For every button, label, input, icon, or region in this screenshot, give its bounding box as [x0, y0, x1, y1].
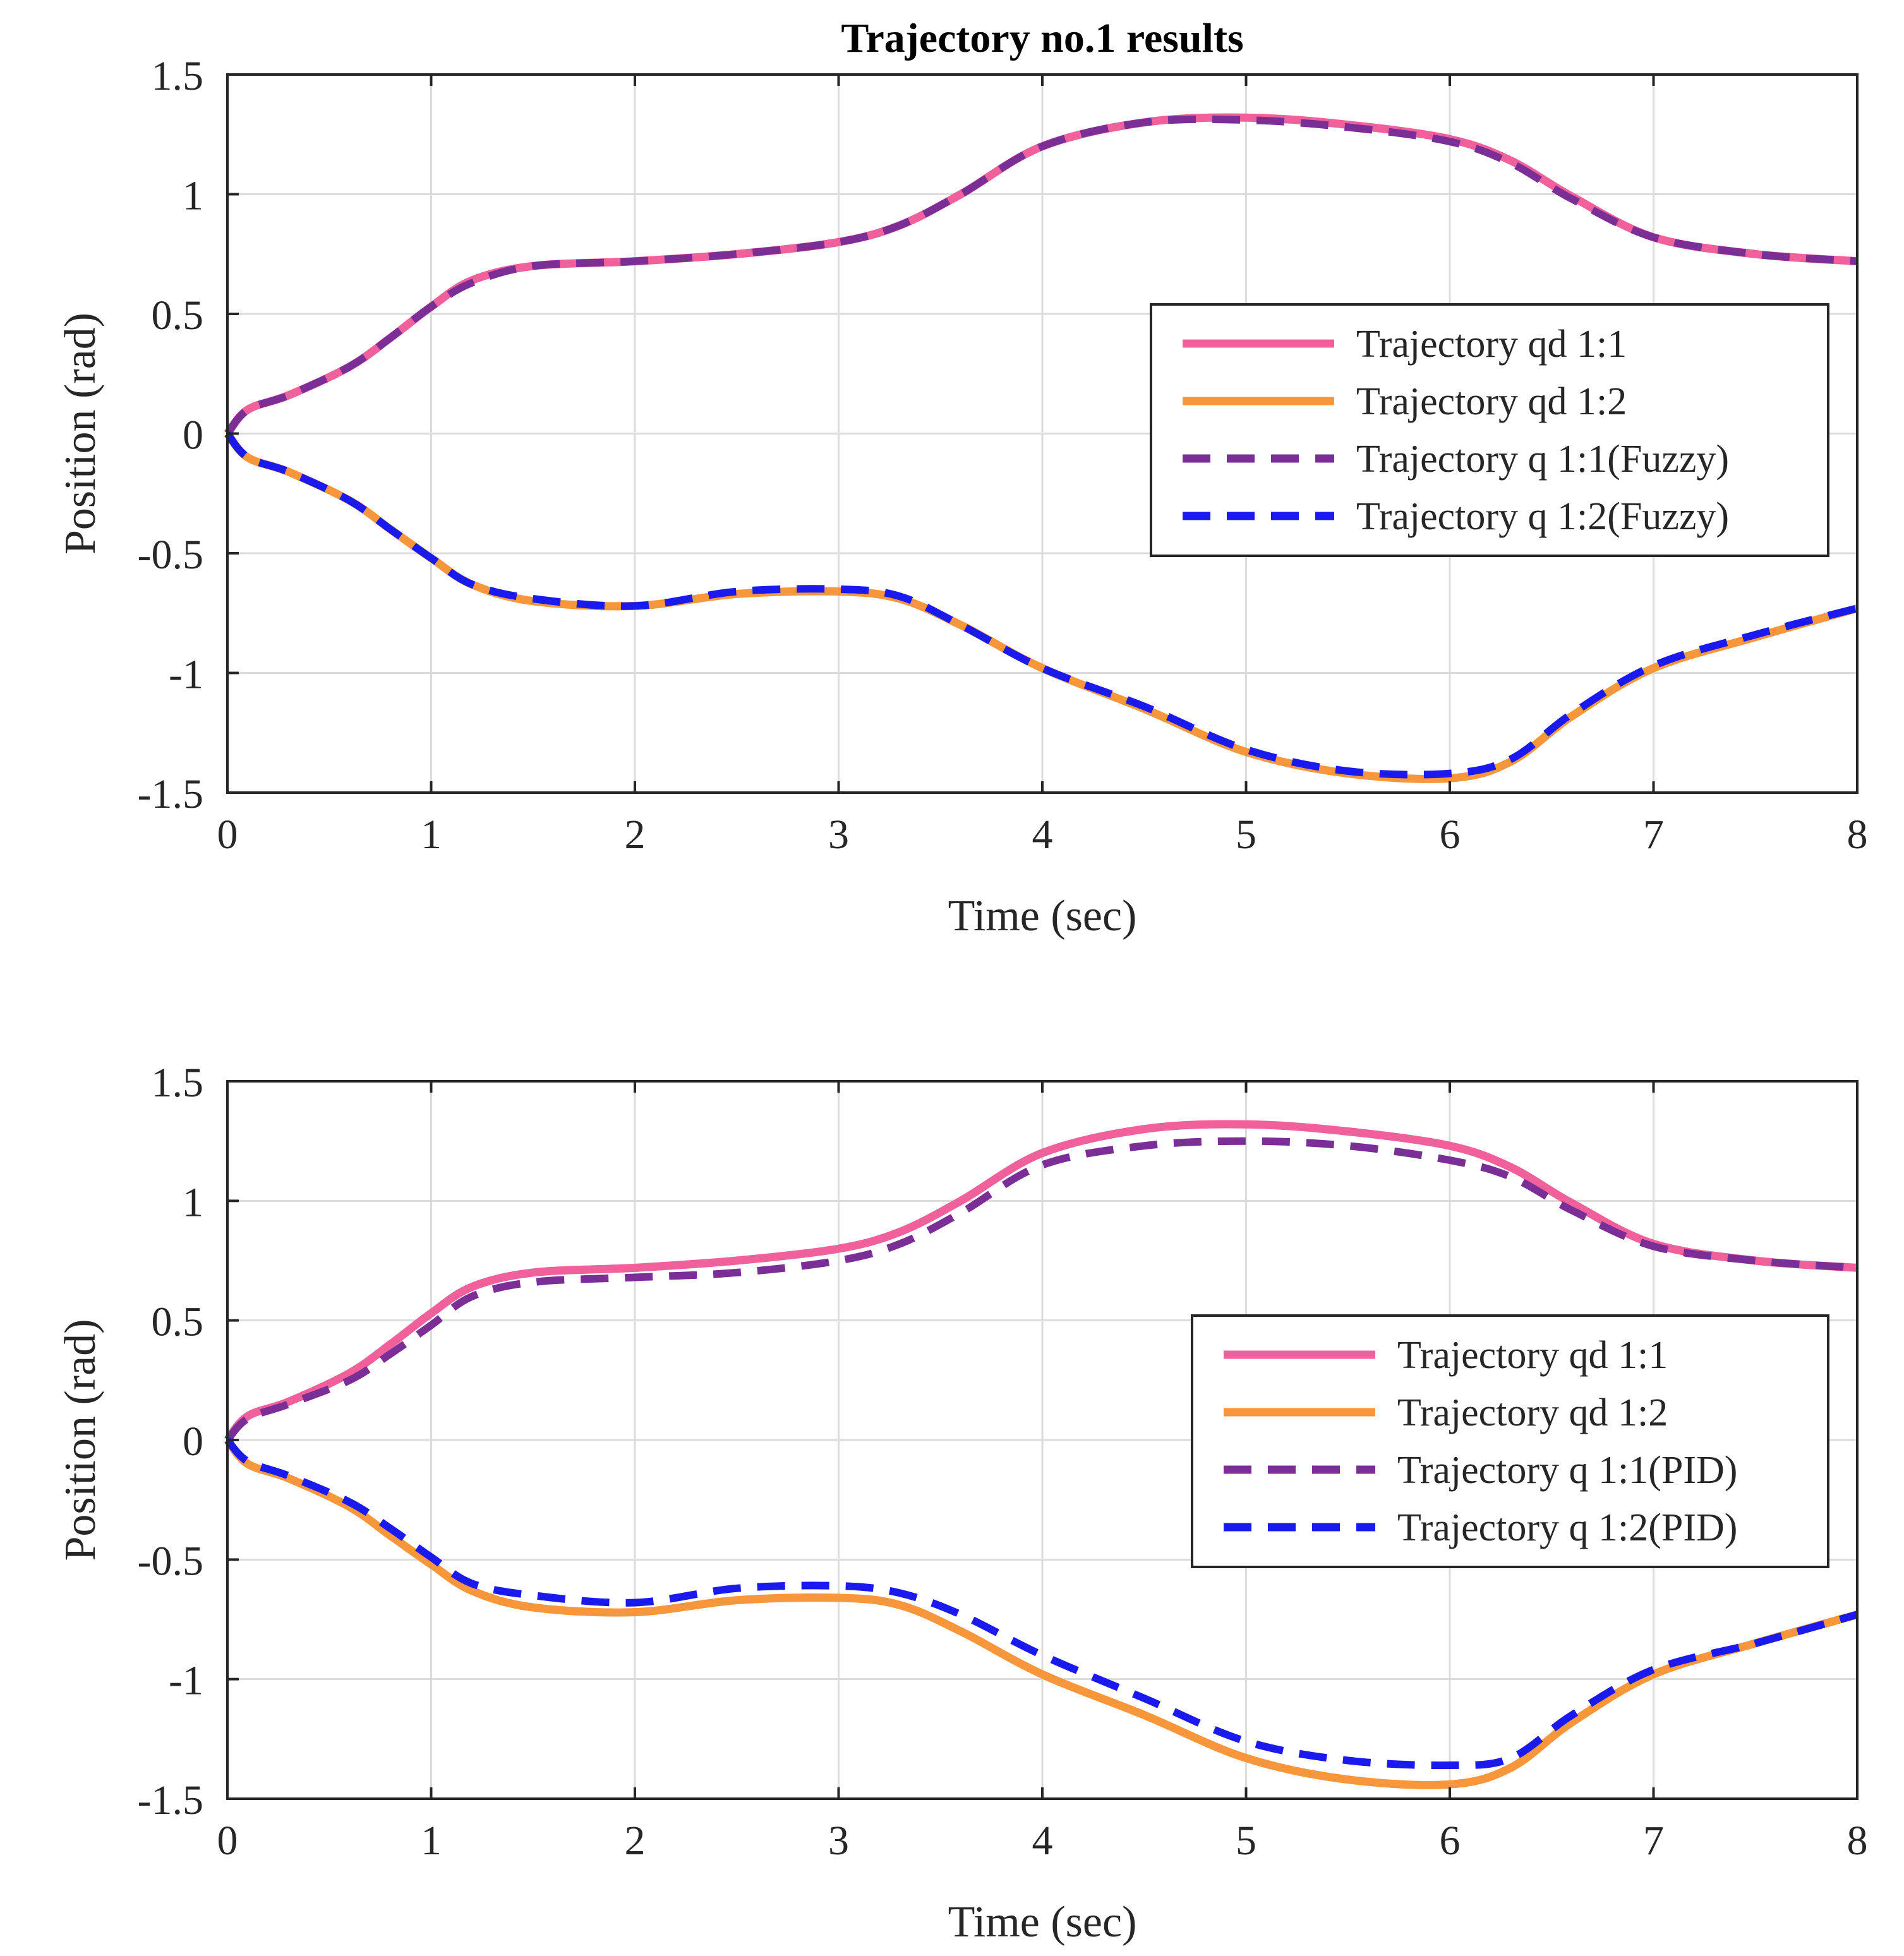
- legend-label-3: Trajectory q 1:1(Fuzzy): [1356, 438, 1729, 481]
- x-tick-label: 8: [1847, 812, 1868, 858]
- legend-label-3: Trajectory q 1:1(PID): [1397, 1449, 1737, 1492]
- x-tick-label: 8: [1847, 1818, 1868, 1864]
- legend-label-4: Trajectory q 1:2(PID): [1397, 1506, 1737, 1549]
- y-axis-label: Position (rad): [56, 1319, 105, 1561]
- x-tick-label: 0: [217, 812, 238, 858]
- series-line-3: [224, 115, 1858, 436]
- y-tick-label: 0: [183, 1419, 203, 1465]
- x-tick-label: 6: [1440, 812, 1461, 858]
- x-axis-label: Time (sec): [948, 1898, 1137, 1947]
- y-tick-label: -1.5: [138, 771, 203, 817]
- legend-label-2: Trajectory qd 1:2: [1397, 1391, 1668, 1434]
- x-tick-label: 1: [421, 1818, 442, 1864]
- legend-label-1: Trajectory qd 1:1: [1397, 1334, 1668, 1377]
- legend-label-2: Trajectory qd 1:2: [1356, 380, 1627, 423]
- y-tick-label: -1: [169, 652, 203, 698]
- x-axis-label: Time (sec): [948, 892, 1137, 940]
- x-tick-label: 6: [1440, 1818, 1461, 1864]
- x-tick-label: 5: [1236, 812, 1256, 858]
- x-tick-label: 4: [1032, 1818, 1053, 1864]
- x-tick-label: 2: [625, 1818, 646, 1864]
- x-tick-label: 0: [217, 1818, 238, 1864]
- x-tick-label: 1: [421, 812, 442, 858]
- x-tick-label: 4: [1032, 812, 1053, 858]
- series-line-4: [224, 431, 1859, 779]
- x-tick-label: 2: [625, 812, 646, 858]
- y-tick-label: -0.5: [138, 1538, 203, 1584]
- figure-title: Trajectory no.1 results: [841, 15, 1243, 61]
- legend: Trajectory qd 1:1 Trajectory qd 1:2 Trajec…: [1191, 1314, 1829, 1568]
- y-axis-label: Position (rad): [56, 313, 105, 555]
- x-tick-label: 5: [1236, 1818, 1256, 1864]
- y-tick-label: -1.5: [138, 1777, 203, 1823]
- y-tick-label: 1.5: [152, 1060, 204, 1106]
- series-line-3: [224, 1137, 1858, 1443]
- y-tick-label: 1: [183, 173, 203, 219]
- y-tick-label: -0.5: [138, 532, 203, 578]
- bottom-plot: 0 1 2 3 4 5 6 7 8 1.5 1 0.5 0 -0.5 -1 -1.5 Time (sec) Pos…: [56, 1060, 1868, 1947]
- y-tick-label: 1: [183, 1179, 203, 1225]
- x-tick-label: 3: [828, 812, 849, 858]
- y-tick-label: 0.5: [152, 1299, 204, 1345]
- legend-label-4: Trajectory q 1:2(Fuzzy): [1356, 495, 1729, 538]
- x-tick-label: 7: [1643, 1818, 1664, 1864]
- series-line-1: [224, 1120, 1858, 1443]
- x-tick-label: 7: [1643, 812, 1664, 858]
- series-line-2: [224, 1437, 1859, 1789]
- y-tick-label: 0: [183, 412, 203, 459]
- y-tick-label: 0.5: [152, 292, 204, 339]
- y-tick-label: -1: [169, 1658, 203, 1704]
- top-plot: 0 1 2 3 4 5 6 7 8 1.5 1 0.5 0 -0.5 -1 -1.5 Time (sec) Pos…: [56, 53, 1868, 940]
- legend: Trajectory qd 1:1 Trajectory qd 1:2 Trajec…: [1150, 303, 1829, 557]
- legend-label-1: Trajectory qd 1:1: [1356, 323, 1627, 366]
- x-tick-label: 3: [828, 1818, 849, 1864]
- y-tick-label: 1.5: [152, 53, 204, 99]
